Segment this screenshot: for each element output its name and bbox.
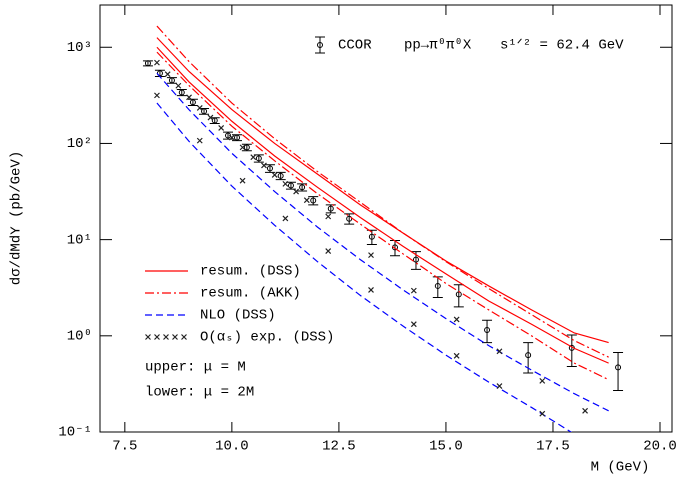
y-tick-label: 10⁻¹ (58, 425, 92, 441)
error-bar (613, 352, 624, 392)
data-point (201, 108, 208, 115)
cross-marker (239, 144, 246, 151)
error-bar (482, 319, 493, 344)
cross-marker (164, 71, 171, 78)
error-bar (432, 276, 443, 299)
data-point (234, 134, 241, 141)
y-axis-label: dσ/dMdY (pb/GeV) (9, 151, 25, 285)
curve (156, 72, 609, 412)
curve (156, 102, 573, 432)
x-tick-label: 7.5 (112, 439, 137, 455)
cross-marker (196, 105, 203, 111)
legend-label: NLO (DSS) (200, 308, 276, 324)
cross-marker (154, 334, 160, 340)
cross-marker (175, 82, 182, 89)
cross-marker (282, 215, 289, 222)
cross-marker (154, 92, 160, 99)
data-point (368, 233, 375, 240)
x-tick-label: 10.0 (215, 439, 249, 455)
data-point (266, 165, 273, 172)
cross-marker (228, 134, 235, 141)
x-tick-label: 17.5 (536, 439, 570, 455)
data-point (255, 155, 262, 162)
cross-marker (453, 352, 460, 359)
cross-marker (154, 59, 160, 66)
cross-marker (250, 154, 257, 161)
data-point (243, 144, 250, 151)
cross-marker (496, 383, 503, 390)
data-point (277, 172, 284, 179)
cross-marker (271, 172, 278, 178)
plot-area (142, 25, 624, 432)
data-point (391, 244, 398, 251)
data-point (168, 77, 175, 84)
curve (156, 46, 609, 364)
data-point (287, 182, 294, 189)
curve (156, 37, 609, 344)
legend-symbol (315, 36, 325, 54)
curve (156, 51, 609, 381)
cross-marker (196, 137, 203, 144)
data-point (484, 326, 491, 333)
data-point (178, 89, 185, 96)
cross-marker (410, 287, 417, 294)
data-point (299, 184, 306, 191)
data-point (327, 205, 334, 212)
cross-marker (207, 114, 214, 121)
error-bar (453, 284, 464, 308)
x-axis-label: M (GeV) (591, 460, 650, 476)
x-tick-label: 12.5 (322, 439, 356, 455)
y-tick-label: 10¹ (67, 232, 92, 248)
cross-marker (453, 316, 460, 323)
note: upper: μ = M (145, 360, 246, 376)
data-point (615, 364, 622, 371)
x-tick-label: 20.0 (643, 439, 677, 455)
error-bar (344, 213, 355, 225)
legend-label: resum. (DSS) (200, 264, 301, 280)
legend-symbol (317, 42, 323, 48)
data-point (211, 117, 218, 124)
plot-frame (99, 4, 673, 433)
cross-marker (325, 248, 332, 255)
cross-marker (539, 410, 546, 417)
cross-marker (410, 321, 417, 328)
legend-label: resum. (AKK) (200, 286, 301, 302)
x-tick-label: 15.0 (429, 439, 463, 455)
data-legend-label: CCOR (338, 38, 372, 54)
data-point (412, 256, 419, 263)
data-point (189, 99, 196, 106)
y-tick-label: 10⁰ (67, 329, 92, 345)
cross-marker (186, 94, 192, 101)
energy-label: s¹ᐟ² = 62.4 GeV (500, 38, 624, 54)
cross-marker (539, 377, 546, 384)
data-point (144, 60, 151, 67)
cross-marker (282, 180, 289, 187)
curve (156, 25, 609, 358)
data-point (434, 282, 441, 289)
cross-marker (145, 334, 151, 340)
note: lower: μ = 2M (145, 385, 254, 401)
data-point (525, 352, 532, 359)
cross-marker (218, 124, 225, 131)
cross-marker (261, 162, 267, 169)
y-tick-label: 10³ (67, 40, 92, 56)
legend-label: O(αₛ) exp. (DSS) (200, 330, 334, 346)
cross-marker (172, 334, 178, 340)
cross-marker (368, 286, 374, 293)
cross-marker (181, 334, 187, 340)
cross-marker (582, 407, 589, 414)
cross-marker (325, 213, 332, 220)
cross-marker (368, 252, 374, 259)
cross-marker (239, 177, 246, 184)
cross-marker (496, 348, 503, 355)
cross-marker (163, 334, 169, 340)
cross-marker (303, 197, 310, 204)
y-tick-label: 10² (67, 136, 92, 152)
error-bar (142, 60, 153, 67)
cross-marker (293, 188, 300, 195)
process-label: pp→π⁰π⁰X (404, 38, 472, 54)
error-bar (366, 229, 377, 245)
data-point (310, 197, 317, 204)
